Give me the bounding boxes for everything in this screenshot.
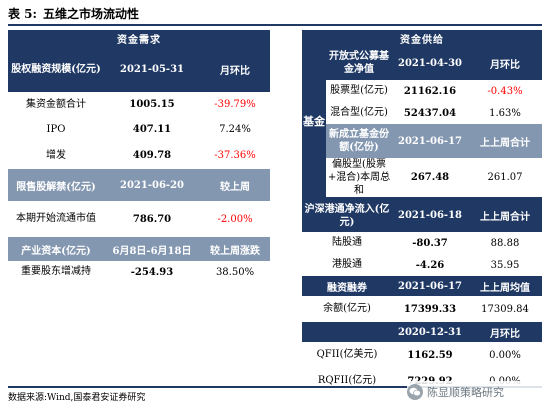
northbound-head-change: 上上周合计 [468, 197, 542, 232]
equity-row-change: 7.24% [219, 124, 251, 135]
margin-row-label: 余额(亿元) [323, 303, 371, 314]
northbound-head-date: 2021-06-18 [392, 197, 468, 232]
supply-header: 资金供给 [302, 30, 542, 46]
northbound-row-value: -4.26 [415, 259, 445, 271]
equity-head-label: 股权融资规模(亿元) [8, 46, 104, 92]
table-caption: 表 5: 五维之市场流动性 [8, 4, 139, 24]
table-row: 混合型(亿元) 52437.04 1.63% [302, 102, 542, 124]
issuance-head-label: 新成立基金份额(亿份) [326, 124, 392, 158]
unlock-head-date: 2021-06-20 [104, 169, 200, 201]
northbound-row-label: 陆股通 [332, 237, 362, 248]
fund-row-value: 52437.04 [403, 107, 457, 119]
qfii-row-label: QFII(亿美元) [316, 349, 378, 360]
table-row: QFII(亿美元) 1162.59 0.00% [302, 342, 542, 368]
table-row: 集资金额合计 1005.15 -39.79% [8, 92, 270, 117]
table-row: 余额(亿元) 17399.33 17309.84 [302, 296, 542, 322]
margin-head-change: 上上周均值 [468, 276, 542, 296]
demand-table: 资金需求 股权融资规模(亿元) 2021-05-31 月环比 集资金额合计 10… [8, 30, 271, 283]
northbound-head-label: 沪深港通净流入(亿元) [302, 197, 392, 232]
wechat-icon [407, 384, 423, 400]
equity-head-date: 2021-05-31 [104, 46, 200, 92]
table-row: 本期开始流通市值 786.70 -2.00% [8, 201, 270, 237]
industry-row-change: 38.50% [215, 266, 255, 278]
northbound-row-change: 35.95 [490, 259, 520, 271]
northbound-row-change: 88.88 [490, 237, 520, 249]
table-row: 增发 409.78 -37.36% [8, 142, 270, 169]
caption-label: 表 5: [8, 7, 37, 21]
fund-row-change: -0.43% [487, 85, 523, 97]
qfii-head-change: 月环比 [468, 322, 542, 342]
table-row: IPO 407.11 7.24% [8, 117, 270, 142]
fund-head-change: 月环比 [468, 46, 542, 80]
northbound-row-label: 港股通 [332, 259, 362, 270]
table-row: 重要股东增减持 -254.93 38.50% [8, 261, 270, 283]
top-rule [8, 24, 542, 26]
qfii-head-label [302, 322, 392, 342]
table-row: 港股通 -4.26 35.95 [302, 254, 542, 276]
equity-row-value: 1005.15 [129, 99, 175, 110]
caption-title: 五维之市场流动性 [42, 7, 139, 21]
industry-row-value: -254.93 [130, 266, 174, 278]
issuance-head-change: 上上周合计 [468, 124, 542, 158]
unlock-head-change: 较上周 [200, 169, 271, 201]
issuance-row-value: 267.48 [410, 172, 450, 183]
table-row: 股票型(亿元) 21162.16 -0.43% [302, 80, 542, 102]
margin-row-change: 17309.84 [481, 303, 529, 315]
fund-row-label: 混合型(亿元) [330, 107, 388, 118]
qfii-row-label: RQFII(亿元) [317, 375, 377, 386]
issuance-head-date: 2021-06-17 [392, 124, 468, 158]
qfii-row-change: 0.00% [489, 349, 521, 361]
supply-table: 资金供给 基金 开放式公募基金净值 2021-04-30 月环比 股票型(亿元)… [302, 30, 542, 394]
equity-row-label: 集资金额合计 [26, 98, 86, 110]
northbound-row-value: -80.37 [412, 237, 448, 249]
margin-row-value: 17399.33 [403, 303, 457, 315]
fund-side-label: 基金 [302, 46, 326, 198]
qfii-head-date: 2020-12-31 [392, 322, 468, 342]
industry-head-change: 较上周涨跌 [200, 237, 271, 261]
table-row: 偏股型(股票+混合)本周总和 267.48 261.07 [302, 158, 542, 197]
fund-head-date: 2021-04-30 [392, 46, 468, 80]
qfii-row-value: 1162.59 [407, 349, 453, 361]
industry-head-date: 6月8日-6月18日 [104, 237, 200, 261]
fund-row-label: 股票型(亿元) [330, 85, 388, 96]
unlock-row-change: -2.00% [217, 213, 253, 225]
industry-row-label: 重要股东增减持 [21, 266, 91, 277]
fund-head-label: 开放式公募基金净值 [326, 46, 392, 80]
fund-row-value: 21162.16 [403, 85, 457, 97]
bottom-rule [8, 386, 542, 388]
equity-row-change: -39.79% [214, 99, 256, 110]
unlock-row-value: 786.70 [132, 213, 172, 225]
industry-head-label: 产业资本(亿元) [8, 237, 104, 261]
margin-head-date: 2021-06-17 [392, 276, 468, 296]
unlock-row-label: 本期开始流通市值 [16, 213, 96, 224]
demand-header: 资金需求 [8, 30, 271, 46]
margin-head-label: 融资融券 [302, 276, 392, 296]
equity-head-change: 月环比 [200, 46, 271, 92]
equity-row-label: 增发 [46, 149, 66, 161]
watermark-text: 陈显顺策略研究 [427, 386, 504, 399]
equity-row-change: -37.36% [214, 150, 256, 161]
equity-row-value: 407.11 [132, 124, 172, 135]
source-note: 数据来源:Wind,国泰君安证券研究 [8, 393, 146, 403]
equity-row-label: IPO [46, 123, 66, 135]
table-row: 陆股通 -80.37 88.88 [302, 232, 542, 254]
equity-row-value: 409.78 [132, 150, 172, 161]
issuance-row-label: 偏股型(股票+混合)本周总和 [327, 159, 391, 196]
issuance-row-change: 261.07 [487, 172, 523, 183]
unlock-head-label: 限售股解禁(亿元) [8, 169, 104, 201]
watermark: 陈显顺策略研究 [407, 381, 547, 403]
fund-row-change: 1.63% [489, 107, 521, 119]
